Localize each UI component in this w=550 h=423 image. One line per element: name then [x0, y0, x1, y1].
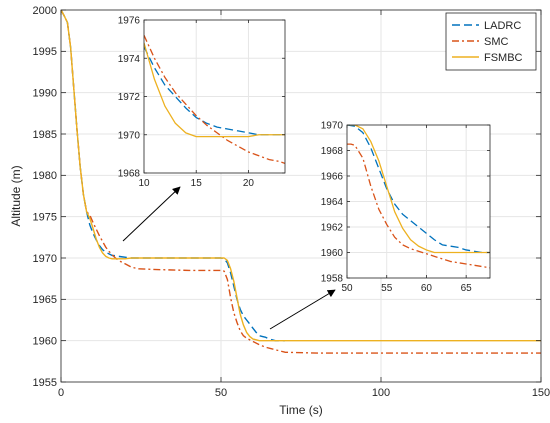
legend-label-fsmbc: FSMBC — [484, 52, 523, 64]
x-tick-label: 60 — [421, 283, 433, 294]
x-axis-label: Time (s) — [279, 403, 323, 417]
y-tick-label: 1968 — [118, 169, 141, 180]
y-axis-label: Altitude (m) — [9, 165, 23, 226]
y-tick-label: 1970 — [118, 130, 141, 141]
legend-box — [445, 12, 537, 71]
series-line-smc — [144, 35, 285, 165]
x-tick-label: 15 — [191, 178, 203, 189]
legend-label-smc: SMC — [484, 36, 509, 48]
series-group — [61, 10, 541, 354]
y-tick-label: 1972 — [118, 92, 141, 103]
x-tick-label: 20 — [243, 178, 255, 189]
x-tick-label: 0 — [58, 387, 64, 399]
y-tick-label: 1980 — [33, 170, 57, 182]
y-tick-label: 1970 — [33, 253, 57, 265]
y-tick-label: 1964 — [321, 197, 344, 208]
y-tick-label: 1995 — [33, 46, 57, 58]
series-line-smc — [347, 143, 490, 269]
zoom-arrow-late — [269, 289, 336, 330]
inset-plot-early: 10 15 20 1968 1970 1972 1974 1976 — [118, 16, 286, 189]
series-line-smc — [61, 10, 541, 354]
x-tick-label: 50 — [215, 387, 227, 399]
x-tick-label: 100 — [372, 387, 390, 399]
y-tick-label: 1962 — [321, 223, 344, 234]
y-tick-label: 1985 — [33, 129, 57, 141]
series-line-fsmbc — [347, 125, 490, 254]
y-tick-label: 1965 — [33, 294, 57, 306]
y-tick-label: 1975 — [33, 212, 57, 224]
y-tick-label: 1990 — [33, 88, 57, 100]
series-group — [347, 125, 490, 269]
x-tick-label: 65 — [461, 283, 473, 294]
y-tick-label: 1966 — [321, 172, 344, 183]
x-tick-label: 10 — [138, 178, 150, 189]
y-tick-label: 1974 — [118, 54, 141, 65]
x-tick-label: 150 — [532, 387, 550, 399]
y-tick-label: 1960 — [33, 336, 57, 348]
series-line-ladrc — [347, 125, 490, 254]
legend: LADRC SMC FSMBC — [445, 12, 537, 71]
y-tick-label: 1970 — [321, 121, 344, 132]
zoom-arrows — [122, 186, 336, 330]
y-tick-label: 1958 — [321, 274, 344, 285]
x-tick-label: 50 — [341, 283, 353, 294]
y-tick-label: 1976 — [118, 16, 141, 27]
inset-plot-late: 50 55 60 65 1958 1960 1962 1964 1966 1968 1970 — [321, 121, 491, 294]
zoom-arrow-early — [122, 186, 181, 242]
legend-label-ladrc: LADRC — [484, 20, 521, 32]
y-tick-label: 1960 — [321, 248, 344, 259]
axes-frame — [60, 9, 542, 383]
series-line-fsmbc — [144, 42, 285, 138]
y-tick-label: 1955 — [33, 377, 57, 389]
x-tick-label: 55 — [381, 283, 393, 294]
series-line-fsmbc — [61, 10, 541, 342]
y-tick-label: 1968 — [321, 146, 344, 157]
series-group — [144, 35, 285, 165]
y-tick-label: 2000 — [33, 5, 57, 17]
